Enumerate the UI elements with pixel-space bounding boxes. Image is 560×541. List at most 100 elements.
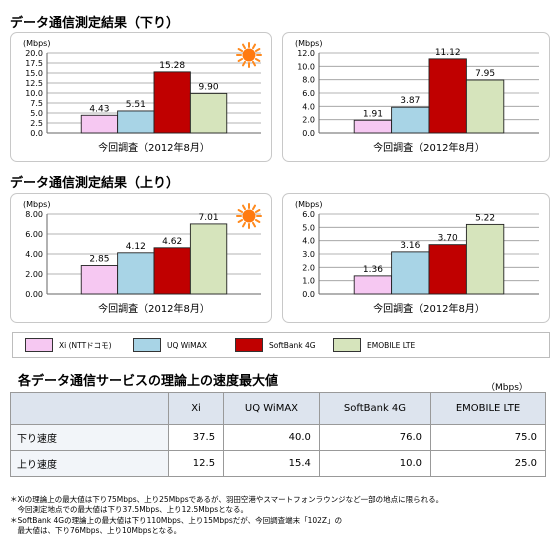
upload-night-chart: (Mbps) 0.0 1.0 2.0 3.0 4.0 5.0 6.0 1.36 3.16 3.70 5… (282, 193, 550, 323)
footnote-line: ＊Xiの理論上の最大値は下り75Mbps、上り25Mbpsであるが、羽田空港やス… (10, 495, 444, 504)
legend-item-xi: Xi (NTTドコモ) (25, 337, 112, 353)
table-cell: 37.5 (167, 424, 225, 451)
table-header-cell: UQ WiMAX (223, 392, 320, 425)
y-tick-label: 0.00 (25, 290, 43, 299)
data-label-uq-wimax: 3.16 (400, 241, 420, 251)
y-tick-label: 2.0 (302, 116, 315, 125)
table-cell: 75.0 (430, 424, 546, 451)
table-header-cell: Xi (167, 392, 225, 425)
y-tick-label: 7.5 (30, 99, 43, 108)
legend-label-uq-wimax: UQ WiMAX (167, 340, 207, 350)
y-tick-label: 1.0 (302, 277, 315, 286)
table-cell: 15.4 (223, 450, 320, 477)
legend-item-uq-wimax: UQ WiMAX (133, 337, 207, 353)
y-tick-label: 6.0 (302, 210, 315, 219)
data-label-softbank-4g: 4.62 (162, 237, 182, 247)
upload-daytime-chart: (Mbps) 0.00 2.00 4.00 6.00 8.00 2.85 4.12 4.62 7.… (10, 193, 272, 323)
data-label-uq-wimax: 4.12 (126, 242, 146, 252)
legend-label-softbank-4g: SoftBank 4G (269, 340, 316, 350)
x-axis-label: 今回調査（2012年8月） (98, 302, 210, 315)
table-row-label: 上り速度 (10, 450, 169, 477)
bar-uq-wimax (391, 251, 430, 295)
footnote-line: ＊SoftBank 4Gの理論上の最大値は下り110Mbps、上り15Mbpsだ… (10, 516, 343, 525)
legend-swatch-softbank-4g (235, 338, 263, 352)
y-tick-label: 8.0 (302, 76, 315, 85)
sun-icon (236, 42, 262, 68)
table-row: 上り速度 12.5 15.4 10.0 25.0 (10, 450, 546, 477)
chart-legend: Xi (NTTドコモ) UQ WiMAX SoftBank 4G EMOBILE… (12, 332, 550, 358)
y-tick-label: 10.0 (297, 62, 315, 71)
table-header-cell: SoftBank 4G (318, 392, 432, 425)
download-night-chart: (Mbps) 0.0 2.0 4.0 6.0 8.0 10.0 12.0 1.91 3.87 11.… (282, 32, 550, 162)
bar-softbank-4g (428, 58, 467, 134)
data-label-emobile-lte: 9.90 (199, 82, 219, 92)
data-label-emobile-lte: 7.95 (475, 69, 495, 79)
chart-svg: (Mbps) 0.00 2.00 4.00 6.00 8.00 2.85 4.12 4.62 7.… (23, 200, 262, 315)
y-tick-label: 4.0 (302, 102, 315, 111)
bar-xi (80, 114, 119, 134)
spec-table-title: 各データ通信サービスの理論上の速度最大値 (18, 374, 279, 389)
legend-label-emobile-lte: EMOBILE LTE (367, 340, 416, 350)
bar-softbank-4g (153, 247, 191, 295)
spec-table: Xi UQ WiMAX SoftBank 4G EMOBILE LTE 下り速度… (10, 392, 546, 477)
table-row-label: 下り速度 (10, 424, 169, 451)
legend-label-xi: Xi (NTTドコモ) (59, 340, 112, 350)
data-label-xi: 1.36 (363, 265, 383, 275)
chart-svg: (Mbps) 0.02.55.07.510.012.515.017.520.0 4.… (23, 39, 262, 154)
y-tick-label: 20.0 (25, 49, 43, 58)
footnote-line: 今回測定地点での最大値は下り37.5Mbps、上り12.5Mbpsとなる。 (10, 505, 248, 514)
legend-item-emobile-lte: EMOBILE LTE (333, 337, 415, 353)
spec-table-unit: （Mbps） (486, 383, 528, 393)
y-tick-label: 12.5 (25, 79, 43, 88)
sun-icon (236, 203, 262, 229)
table-cell: 25.0 (430, 450, 546, 477)
y-tick-label: 8.00 (25, 210, 43, 219)
bar-emobile-lte (465, 79, 505, 134)
table-header-row: Xi UQ WiMAX SoftBank 4G EMOBILE LTE (10, 392, 546, 425)
bar-xi (80, 265, 119, 295)
data-label-softbank-4g: 3.70 (438, 234, 458, 244)
table-header-cell: EMOBILE LTE (430, 392, 546, 425)
y-tick-label: 0.0 (30, 129, 43, 138)
data-label-xi: 4.43 (89, 104, 109, 114)
data-label-uq-wimax: 3.87 (400, 96, 420, 106)
y-tick-label: 6.0 (302, 89, 315, 98)
bar-xi (353, 275, 393, 295)
moon-icon (519, 205, 530, 227)
legend-item-softbank-4g: SoftBank 4G (235, 337, 316, 353)
data-label-emobile-lte: 7.01 (199, 213, 219, 223)
bar-softbank-4g (428, 244, 467, 295)
data-label-emobile-lte: 5.22 (475, 213, 495, 223)
y-axis-unit-label: (Mbps) (295, 200, 322, 209)
chart-svg: (Mbps) 0.0 2.0 4.0 6.0 8.0 10.0 12.0 1.91 3.87 11.… (295, 39, 539, 154)
data-label-softbank-4g: 15.28 (159, 61, 185, 71)
y-tick-label: 0.0 (302, 129, 315, 138)
bar-xi (353, 119, 393, 134)
y-tick-label: 2.0 (302, 263, 315, 272)
moon-icon (519, 44, 530, 66)
chart-svg: (Mbps) 0.0 1.0 2.0 3.0 4.0 5.0 6.0 1.36 3.16 3.70 5… (295, 200, 539, 315)
data-label-xi: 1.91 (363, 109, 383, 119)
y-tick-label: 5.0 (302, 223, 315, 232)
y-axis-unit-label: (Mbps) (23, 200, 50, 209)
table-header-corner (10, 392, 169, 425)
table-row: 下り速度 37.5 40.0 76.0 75.0 (10, 424, 546, 451)
legend-swatch-xi (25, 338, 53, 352)
table-cell: 12.5 (167, 450, 225, 477)
y-tick-label: 15.0 (25, 69, 43, 78)
y-tick-label: 4.00 (25, 250, 43, 259)
x-axis-label: 今回調査（2012年8月） (373, 302, 485, 315)
y-tick-label: 2.00 (25, 270, 43, 279)
x-axis-label: 今回調査（2012年8月） (98, 141, 210, 154)
y-axis-unit-label: (Mbps) (23, 39, 50, 48)
y-tick-label: 10.0 (25, 89, 43, 98)
bar-emobile-lte (465, 223, 505, 295)
x-axis-label: 今回調査（2012年8月） (373, 141, 485, 154)
y-tick-label: 17.5 (25, 59, 43, 68)
data-label-xi: 2.85 (89, 255, 109, 265)
y-tick-label: 6.00 (25, 230, 43, 239)
upload-section-title: データ通信測定結果（上り） (10, 176, 180, 191)
bar-emobile-lte (189, 223, 228, 295)
bar-uq-wimax (391, 106, 430, 134)
y-tick-label: 4.0 (302, 237, 315, 246)
